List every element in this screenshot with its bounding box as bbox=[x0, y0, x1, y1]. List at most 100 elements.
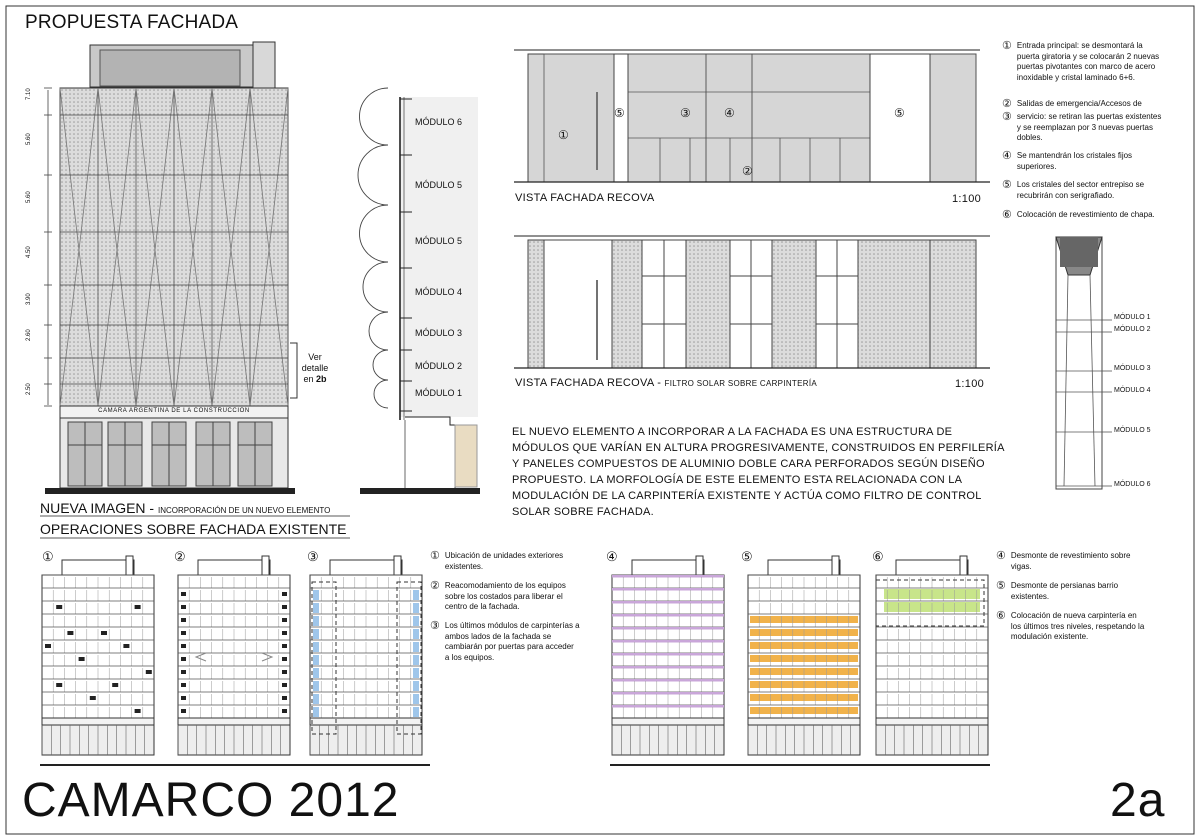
section-arc bbox=[373, 379, 389, 409]
elev2-perforated-panel bbox=[857, 239, 931, 369]
note-text: Colocación de nueva carpintería en los ú… bbox=[1010, 611, 1145, 641]
facade-fin bbox=[97, 87, 137, 407]
op-ac-unit bbox=[282, 592, 287, 596]
op-building bbox=[875, 555, 989, 756]
op-new-door bbox=[313, 616, 319, 626]
section-arcs bbox=[357, 87, 389, 409]
op-ac-unit bbox=[181, 631, 186, 635]
elev2-caption-sub: FILTRO SOLAR SOBRE CARPINTERÍA bbox=[664, 379, 817, 388]
note-text: Colocación de revestimiento de chapa. bbox=[1016, 210, 1155, 219]
note-text: Se mantendrán los cristales fijos superi… bbox=[1016, 151, 1133, 171]
nueva-imagen-sub: INCORPORACIÓN DE UN NUEVO ELEMENTO bbox=[157, 506, 331, 515]
op-ac-unit bbox=[282, 657, 287, 661]
op-new-door bbox=[313, 694, 319, 704]
op-number: ① bbox=[42, 549, 54, 564]
detail-module-label: MÓDULO 6 bbox=[1114, 481, 1151, 488]
op-rooftop bbox=[61, 559, 135, 576]
op-rooftop bbox=[329, 559, 403, 576]
elev2-perforated-panel bbox=[771, 239, 817, 369]
op-sign-band bbox=[875, 717, 989, 726]
sheet-number: 2a bbox=[1110, 774, 1166, 827]
op-number: ② bbox=[174, 549, 186, 564]
op-beam-cladding bbox=[612, 705, 724, 708]
op-ac-unit bbox=[181, 618, 186, 622]
op-new-door bbox=[413, 590, 419, 600]
note-1: ① Entrada principal: se desmontará la pu… bbox=[1002, 41, 1162, 83]
dimension-label: 2.50 bbox=[26, 383, 32, 395]
op-beam-cladding bbox=[612, 575, 724, 578]
op-beam-cladding bbox=[612, 627, 724, 630]
detail-module-label: MÓDULO 5 bbox=[1114, 427, 1151, 434]
op-arrow-left bbox=[194, 652, 207, 662]
section-arc bbox=[357, 144, 389, 206]
op-ac-unit bbox=[181, 605, 186, 609]
section-module-label: MÓDULO 5 bbox=[415, 180, 463, 190]
op-ac-unit bbox=[282, 644, 287, 648]
page-title: PROPUESTA FACHADA bbox=[25, 12, 239, 33]
elev1-scale: 1:100 bbox=[952, 193, 982, 205]
section-arc bbox=[359, 204, 389, 263]
op-ac-unit bbox=[56, 683, 63, 687]
op-note-1: ① Ubicación de unidades exteriores exist… bbox=[430, 551, 580, 572]
op-rooftop bbox=[197, 559, 271, 576]
note-6: ⑥ Colocación de revestimiento de chapa. bbox=[1002, 210, 1162, 221]
section-module-label: MÓDULO 1 bbox=[415, 388, 463, 398]
elev1-callout: ④ bbox=[724, 106, 735, 120]
module-detail-column bbox=[1055, 236, 1112, 490]
note-number: ② bbox=[1002, 98, 1012, 110]
op-new-door bbox=[413, 668, 419, 678]
detail-note-line1: Ver bbox=[308, 352, 322, 362]
op3-dashed-box-left bbox=[311, 581, 337, 735]
op-ac-unit bbox=[134, 605, 141, 609]
note-text: Entrada principal: se desmontará la puer… bbox=[1016, 41, 1160, 82]
elevation-recova-2 bbox=[514, 235, 990, 369]
elev2-perforated-panel bbox=[527, 239, 545, 369]
op3-dashed-box-right bbox=[396, 581, 422, 735]
section-slabs bbox=[400, 98, 412, 412]
nueva-imagen-heading: NUEVA IMAGEN - INCORPORACIÓN DE UN NUEVO… bbox=[40, 500, 330, 516]
op-new-door bbox=[313, 668, 319, 678]
op-sign-band bbox=[177, 717, 291, 726]
dimension-ticks bbox=[44, 87, 52, 407]
elev1-callout: ② bbox=[742, 164, 753, 178]
facade-fin bbox=[59, 87, 99, 407]
op-number: ⑤ bbox=[741, 549, 753, 564]
dimension-label: 2.60 bbox=[26, 329, 32, 341]
op-ac-unit bbox=[56, 605, 63, 609]
detail-module-lines bbox=[1056, 274, 1112, 487]
note-text: Los cristales del sector entrepiso se re… bbox=[1016, 180, 1145, 200]
note-number: ⑥ bbox=[1002, 209, 1012, 221]
dimension-label: 7.10 bbox=[26, 88, 32, 100]
op-ac-unit bbox=[181, 670, 186, 674]
note-number: ④ bbox=[996, 550, 1006, 562]
op-new-door bbox=[413, 707, 419, 717]
op-ac-unit bbox=[78, 657, 85, 661]
operation-elevations bbox=[41, 555, 989, 756]
detail-module-label: MÓDULO 1 bbox=[1114, 314, 1151, 321]
note-number: ① bbox=[1002, 40, 1012, 52]
op-number: ④ bbox=[606, 549, 618, 564]
op-building bbox=[611, 555, 725, 756]
elev2-caption-main: VISTA FACHADA RECOVA - bbox=[515, 377, 662, 389]
op-arrow-right bbox=[261, 652, 274, 662]
note-number: ⑤ bbox=[1002, 179, 1012, 191]
facade-section bbox=[357, 87, 480, 494]
rooftop-inner bbox=[99, 49, 241, 87]
detail-note-line2: detalle bbox=[301, 363, 329, 373]
op-building bbox=[747, 555, 861, 756]
note-number: ③ bbox=[1002, 111, 1012, 123]
op-new-door bbox=[313, 629, 319, 639]
op-ac-unit bbox=[181, 696, 186, 700]
section-arc bbox=[368, 311, 389, 351]
op-beam-cladding bbox=[612, 601, 724, 604]
elev2-perforated-panel bbox=[929, 239, 977, 369]
op-new-door bbox=[413, 629, 419, 639]
sheet-border bbox=[5, 5, 1195, 835]
op-ac-unit bbox=[282, 696, 287, 700]
op-sign-band bbox=[309, 717, 423, 726]
op-new-door bbox=[313, 655, 319, 665]
detail-note: Ver detalle en 2b bbox=[299, 352, 331, 385]
note-3: ③ servicio: se retiran las puertas exist… bbox=[1002, 112, 1162, 144]
